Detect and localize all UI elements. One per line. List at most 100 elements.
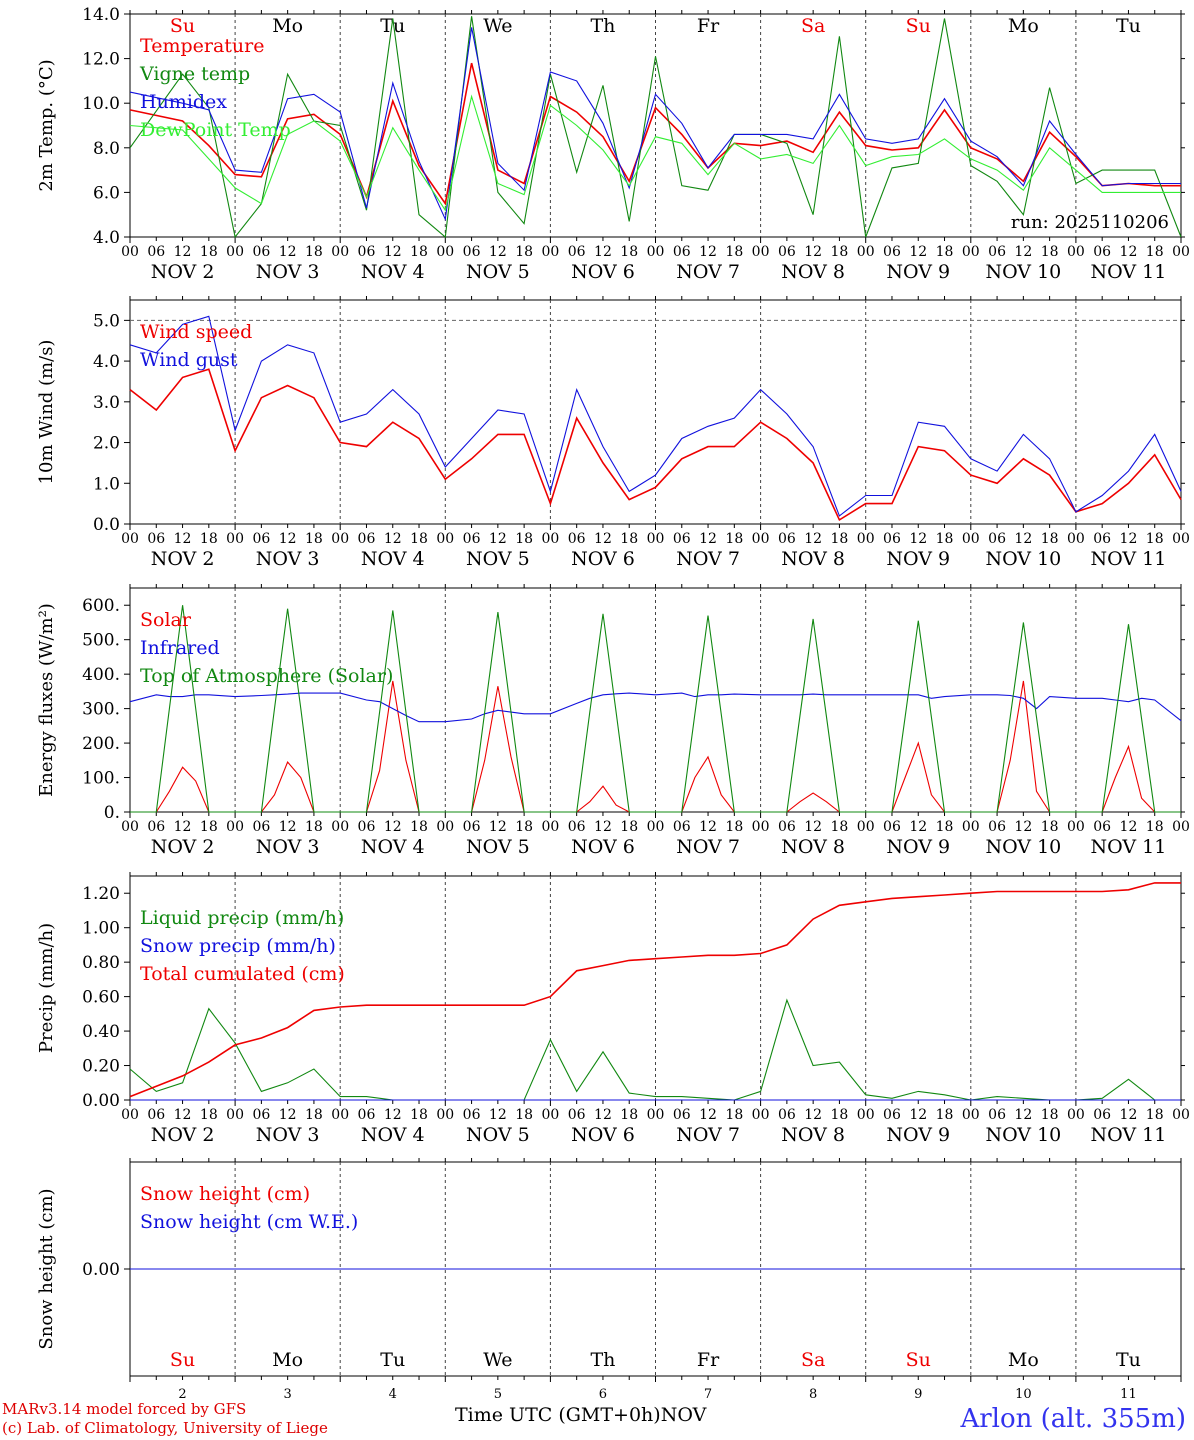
series-wind-speed [129, 368, 1182, 522]
legend-entry: Top of Atmosphere (Solar) [140, 665, 393, 687]
x-hour-label: 18 [831, 1107, 849, 1123]
x-hour-label: 06 [147, 1107, 165, 1123]
y-tick-label: 500. [82, 631, 120, 651]
x-hour-label: 18 [200, 531, 218, 547]
y-axis-title: 2m Temp. (°C) [36, 59, 57, 191]
x-hour-label: 06 [1093, 1107, 1111, 1123]
y-tick-label: 1.20 [82, 884, 120, 904]
x-hour-label: 06 [1093, 531, 1111, 547]
x-date-label: NOV 5 [466, 548, 530, 570]
x-hour-label: 12 [1014, 819, 1032, 835]
day-number-label: 7 [704, 1387, 712, 1402]
x-hour-label: 00 [1067, 1107, 1085, 1123]
x-date-label: NOV 2 [151, 1124, 215, 1146]
day-number-label: 8 [809, 1387, 817, 1402]
x-hour-label: 06 [778, 531, 796, 547]
y-tick-label: 8.0 [93, 139, 120, 159]
x-hour-label: 00 [752, 1107, 770, 1123]
x-hour-label: 12 [384, 819, 402, 835]
x-hour-label: 00 [226, 1107, 244, 1123]
x-hour-label: 18 [410, 1107, 428, 1123]
weekday-label: Tu [1116, 1349, 1141, 1371]
y-tick-label: 0.00 [82, 1091, 120, 1111]
x-hour-label: 12 [909, 819, 927, 835]
legend-entry: Snow height (cm W.E.) [140, 1211, 358, 1233]
x-hour-label: 18 [515, 819, 533, 835]
x-hour-label: 00 [331, 244, 349, 260]
x-hour-label: 18 [620, 531, 638, 547]
day-number-label: 3 [284, 1387, 292, 1402]
x-hour-label: 12 [489, 819, 507, 835]
x-hour-label: 18 [620, 244, 638, 260]
x-date-label: NOV 7 [676, 1124, 740, 1146]
x-date-label: NOV 2 [151, 836, 215, 858]
x-hour-label: 00 [857, 819, 875, 835]
x-date-label: NOV 4 [361, 1124, 425, 1146]
x-hour-label: 06 [988, 244, 1006, 260]
x-hour-label: 06 [252, 531, 270, 547]
x-hour-label: 18 [1041, 1107, 1059, 1123]
x-hour-label: 18 [200, 1107, 218, 1123]
y-tick-label: 5.0 [93, 311, 120, 331]
x-hour-label: 00 [752, 244, 770, 260]
weekday-label: We [483, 1349, 512, 1371]
x-hour-label: 00 [541, 819, 559, 835]
y-axis-title: Energy fluxes (W/m²) [36, 603, 57, 797]
x-hour-label: 06 [883, 531, 901, 547]
x-hour-label: 00 [647, 244, 665, 260]
x-date-label: NOV 7 [676, 836, 740, 858]
x-hour-label: 00 [752, 531, 770, 547]
x-hour-label: 12 [1120, 819, 1138, 835]
x-hour-label: 06 [358, 1107, 376, 1123]
legend-entry: Humidex [140, 91, 227, 113]
y-axis-title: Snow height (cm) [36, 1188, 57, 1349]
x-hour-label: 18 [1146, 531, 1164, 547]
weekday-label: Tu [1116, 15, 1141, 37]
x-hour-label: 00 [647, 531, 665, 547]
series-top-of-atmosphere-solar- [130, 605, 1181, 813]
x-hour-label: 18 [515, 1107, 533, 1123]
x-hour-label: 12 [699, 819, 717, 835]
x-hour-label: 06 [673, 531, 691, 547]
x-hour-label: 18 [620, 1107, 638, 1123]
x-date-label: NOV 9 [886, 1124, 950, 1146]
x-hour-label: 06 [358, 819, 376, 835]
x-date-label: NOV 6 [571, 548, 635, 570]
x-hour-label: 12 [804, 819, 822, 835]
y-tick-label: 0.80 [82, 953, 120, 973]
x-date-label: NOV 9 [886, 548, 950, 570]
x-hour-label: 12 [594, 531, 612, 547]
x-hour-label: 18 [1146, 1107, 1164, 1123]
x-axis-title: Time UTC (GMT+0h)NOV [455, 1404, 707, 1426]
x-hour-label: 00 [226, 531, 244, 547]
x-hour-label: 18 [1041, 819, 1059, 835]
x-hour-label: 18 [725, 244, 743, 260]
x-hour-label: 12 [489, 1107, 507, 1123]
panel-frame [129, 299, 1182, 525]
series-liquid-precip-mm-h- [129, 998, 1181, 1101]
x-hour-label: 18 [725, 531, 743, 547]
x-hour-label: 00 [1067, 819, 1085, 835]
x-hour-label: 12 [1120, 244, 1138, 260]
x-hour-label: 18 [620, 819, 638, 835]
y-tick-label: 2.0 [93, 434, 120, 454]
series-vigne-temp [129, 16, 1182, 239]
x-hour-label: 12 [1014, 244, 1032, 260]
x-hour-label: 06 [358, 244, 376, 260]
x-hour-label: 12 [594, 244, 612, 260]
x-hour-label: 18 [200, 244, 218, 260]
x-hour-label: 12 [279, 531, 297, 547]
y-axis-title: 10m Wind (m/s) [36, 340, 57, 485]
x-date-label: NOV 8 [781, 836, 845, 858]
weekday-label: Mo [272, 15, 303, 37]
x-hour-label: 00 [121, 244, 139, 260]
x-hour-label: 06 [673, 819, 691, 835]
x-date-label: NOV 6 [571, 836, 635, 858]
x-hour-label: 18 [305, 244, 323, 260]
x-hour-label: 00 [331, 1107, 349, 1123]
weekday-label: Th [590, 15, 615, 37]
weekday-label: Su [170, 1349, 195, 1371]
x-hour-label: 06 [252, 244, 270, 260]
station-name: Arlon (alt. 355m) [960, 1404, 1186, 1434]
legend-entry: Solar [140, 609, 192, 631]
